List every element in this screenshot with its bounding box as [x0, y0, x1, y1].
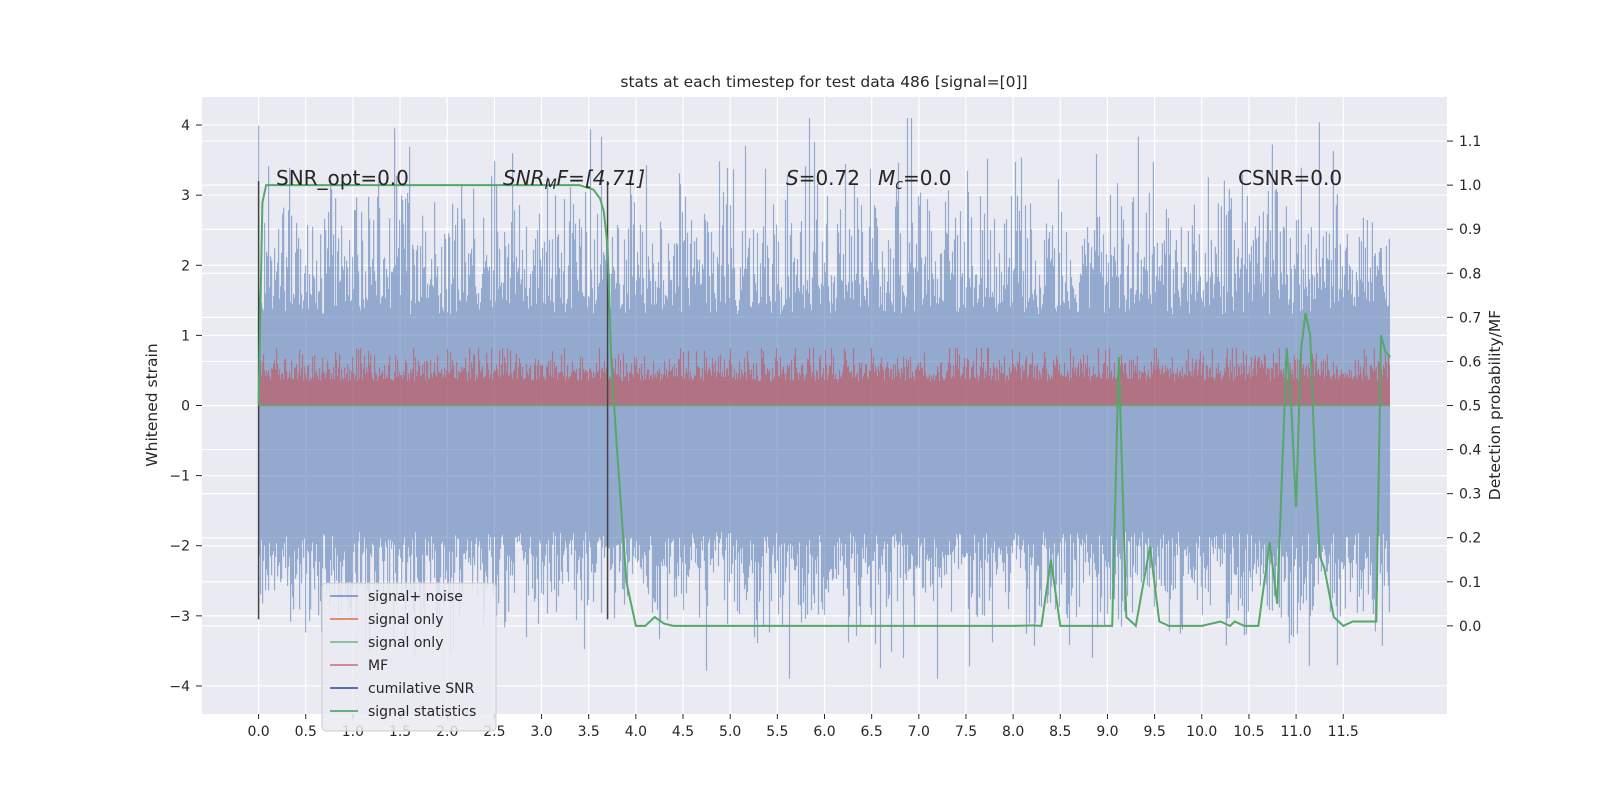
annotation-part: M: [878, 166, 895, 190]
right-y-tick-label: 1.0: [1459, 178, 1481, 194]
legend-entry: signal only: [368, 635, 443, 651]
x-tick-label: 9.5: [1143, 724, 1165, 740]
y-tick-label: 3: [181, 188, 190, 204]
legend-entry: signal+ noise: [368, 589, 463, 605]
x-tick-label: 6.5: [861, 724, 883, 740]
x-tick-label: 0.0: [247, 724, 269, 740]
x-tick-label: 4.5: [672, 724, 694, 740]
annotation-part: SNR_opt=0.0: [276, 166, 409, 190]
annotation-part: M: [545, 177, 557, 193]
x-tick-label: 9.0: [1096, 724, 1118, 740]
x-tick-label: 3.5: [578, 724, 600, 740]
annotation-part: c: [895, 177, 903, 193]
x-tick-label: 0.5: [295, 724, 317, 740]
x-tick-label: 6.0: [813, 724, 835, 740]
y-tick-label: −1: [169, 469, 190, 485]
annotation-snr-mf: SNRMF=[4.71]: [503, 166, 645, 193]
x-tick-label: 8.0: [1002, 724, 1024, 740]
right-y-tick-label: 0.8: [1459, 266, 1481, 282]
x-tick-label: 5.5: [766, 724, 788, 740]
x-tick-label: 10.0: [1186, 724, 1217, 740]
right-y-axis-ticks: 0.0 0.1 0.2 0.3 0.4 0.5 0.6 0.7 0.8 0.9 1.0 1.1: [1447, 134, 1481, 635]
right-y-tick-label: 0.6: [1459, 354, 1481, 370]
legend-box: [321, 582, 497, 732]
legend-entry: signal statistics: [368, 704, 476, 720]
x-tick-label: 3.0: [530, 724, 552, 740]
annotation-csnr: CSNR=0.0: [1238, 166, 1342, 190]
right-y-tick-label: 0.3: [1459, 487, 1481, 503]
y-tick-label: 0: [181, 399, 190, 415]
annotation-s-mc: S=0.72 Mc=0.0: [786, 166, 952, 193]
x-tick-label: 5.0: [719, 724, 741, 740]
y-tick-label: 2: [181, 258, 190, 274]
series-signal-statistics: [257, 184, 1392, 628]
y-tick-label: −3: [169, 609, 190, 625]
y-tick-label: 1: [181, 328, 190, 344]
legend-entry: signal only: [368, 612, 443, 628]
right-y-axis-label: Detection probability/MF: [1486, 310, 1504, 501]
x-tick-label: 7.0: [908, 724, 930, 740]
annotation-snr-opt: SNR_opt=0.0: [276, 166, 409, 190]
legend-entry: cumilative SNR: [368, 681, 475, 697]
x-tick-label: 11.0: [1281, 724, 1312, 740]
x-tick-label: 7.5: [955, 724, 977, 740]
annotation-part: F=[4.71]: [557, 166, 645, 190]
right-y-tick-label: 0.0: [1459, 619, 1481, 635]
legend-entry: MF: [368, 658, 388, 674]
chart-title: stats at each timestep for test data 486…: [620, 73, 1027, 91]
y-axis-ticks: −4 −3 −2 −1 0 1 2 3 4: [169, 118, 202, 695]
x-tick-label: 11.5: [1328, 724, 1359, 740]
y-tick-label: −2: [169, 539, 190, 555]
annotation-part: S: [786, 166, 799, 190]
y-tick-label: 4: [181, 118, 190, 134]
annotations: SNR_opt=0.0 SNRMF=[4.71] S=0.72 Mc=0.0 CSNR=…: [276, 166, 1342, 193]
y-axis-label: Whitened strain: [143, 343, 161, 466]
right-y-tick-label: 0.7: [1459, 310, 1481, 326]
y-tick-label: −4: [169, 679, 190, 695]
right-y-tick-label: 0.1: [1459, 575, 1481, 591]
right-y-tick-label: 0.5: [1459, 399, 1481, 415]
x-tick-label: 8.5: [1049, 724, 1071, 740]
right-y-tick-label: 0.4: [1459, 443, 1481, 459]
right-y-tick-label: 0.2: [1459, 531, 1481, 547]
x-tick-label: 10.5: [1233, 724, 1264, 740]
x-tick-label: 4.0: [625, 724, 647, 740]
annotation-part: =0.0: [903, 166, 952, 190]
right-y-tick-label: 1.1: [1459, 134, 1481, 150]
annotation-part: CSNR=0.0: [1238, 166, 1342, 190]
annotation-part: =0.72: [799, 166, 860, 190]
annotation-part: SNR: [503, 166, 545, 190]
legend: signal+ noise signal only signal only MF cum…: [321, 582, 497, 732]
right-y-tick-label: 0.9: [1459, 222, 1481, 238]
